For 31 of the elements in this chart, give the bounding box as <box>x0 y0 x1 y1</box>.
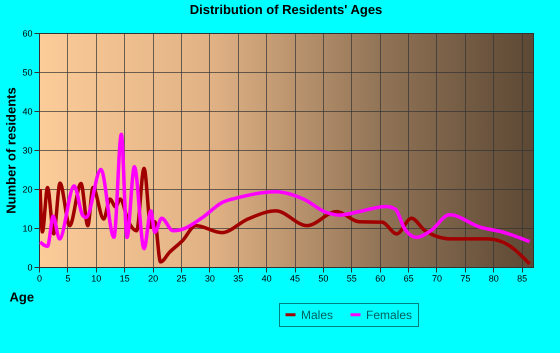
x-tick-label: 25 <box>176 274 186 284</box>
x-tick-label: 80 <box>488 274 499 284</box>
y-tick-label: 30 <box>22 146 32 156</box>
y-tick-label: 60 <box>22 28 32 38</box>
y-tick-label: 40 <box>22 106 32 116</box>
x-tick-label: 65 <box>404 274 414 284</box>
line-series <box>39 132 532 250</box>
x-tick-label: 55 <box>346 274 357 284</box>
x-tick-label: 50 <box>318 274 328 284</box>
chart-title: Distribution of Residents' Ages <box>190 2 382 17</box>
y-tick-label: 50 <box>22 68 32 78</box>
y-tick-label: 0 <box>27 262 32 272</box>
x-tick-label: 35 <box>233 274 244 284</box>
x-axis-title: Age <box>10 290 34 304</box>
x-tick-label: 60 <box>375 274 386 284</box>
legend-label: Males <box>301 308 334 322</box>
x-tick-label: 20 <box>148 274 158 284</box>
x-tick-label: 5 <box>65 274 70 284</box>
y-axis-title: Number of residents <box>3 87 18 214</box>
y-tick-label: 20 <box>22 184 32 194</box>
x-tick-label: 75 <box>460 274 470 284</box>
x-tick-label: 40 <box>262 274 272 284</box>
x-tick-label: 15 <box>120 274 130 284</box>
x-tick-label: 30 <box>204 274 215 284</box>
x-tick-label: 85 <box>517 274 528 284</box>
y-tick-label: 10 <box>22 224 32 234</box>
x-tick-label: 70 <box>432 274 442 284</box>
legend-label: Females <box>366 308 412 322</box>
x-tick-label: 45 <box>290 274 300 284</box>
x-tick-label: 0 <box>36 274 42 284</box>
x-tick-label: 10 <box>91 274 102 284</box>
